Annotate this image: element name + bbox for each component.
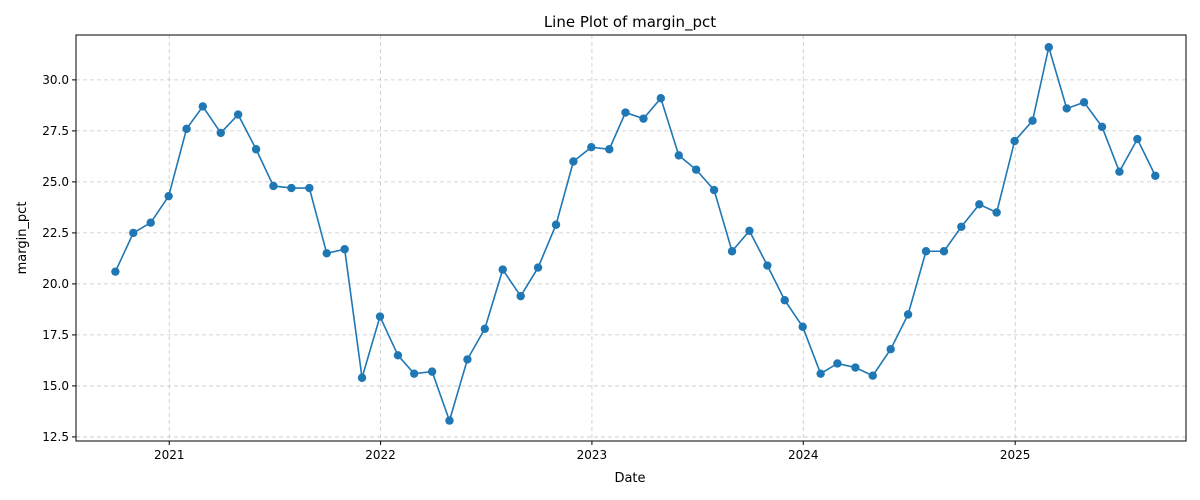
data-point — [709, 185, 719, 195]
y-tick-label: 30.0 — [42, 73, 69, 87]
data-point — [605, 145, 614, 154]
series-markers — [111, 43, 1160, 425]
y-tick-label: 15.0 — [42, 379, 69, 393]
data-point — [1079, 98, 1089, 107]
x-tick-label: 2024 — [788, 448, 819, 462]
data-point — [340, 245, 349, 254]
data-point — [621, 108, 630, 117]
x-tick-label: 2023 — [577, 448, 608, 462]
chart-title: Line Plot of margin_pct — [544, 13, 716, 32]
data-point — [498, 265, 507, 274]
data-point — [463, 355, 472, 364]
x-tick-label: 2022 — [365, 448, 396, 462]
y-axis-label: margin_pct — [15, 202, 30, 275]
data-point — [816, 369, 825, 378]
y-tick-label: 27.5 — [42, 124, 69, 138]
data-point — [745, 226, 754, 236]
data-point — [780, 296, 789, 305]
data-point — [357, 373, 367, 382]
data-point — [251, 145, 261, 154]
data-point — [164, 191, 173, 201]
data-point — [216, 128, 225, 138]
data-point — [727, 247, 737, 256]
data-point — [886, 344, 895, 354]
y-tick-label: 25.0 — [42, 175, 69, 189]
data-point — [409, 369, 419, 378]
data-point — [1151, 171, 1160, 180]
data-point — [1097, 122, 1107, 132]
data-point — [1115, 167, 1124, 176]
grid — [76, 35, 1186, 441]
data-point — [445, 416, 454, 425]
data-point — [921, 247, 931, 256]
data-point — [533, 263, 543, 272]
data-point — [480, 324, 489, 333]
data-point — [691, 165, 701, 174]
y-tick-label: 22.5 — [42, 226, 69, 240]
data-point — [674, 151, 683, 160]
data-point — [551, 220, 561, 229]
data-point — [1010, 136, 1019, 146]
data-point — [393, 351, 403, 360]
data-point — [1028, 116, 1037, 125]
data-point — [1044, 43, 1053, 52]
data-point — [375, 312, 385, 321]
data-point — [763, 261, 772, 270]
data-point — [516, 291, 525, 301]
data-point — [587, 143, 596, 152]
data-point — [975, 200, 984, 209]
data-point — [939, 247, 949, 256]
data-point — [305, 183, 314, 193]
data-point — [322, 249, 331, 258]
data-point — [639, 114, 648, 123]
data-point — [851, 363, 860, 372]
data-point — [427, 367, 437, 376]
data-point — [833, 359, 842, 368]
y-axis-ticks: 12.5 15.0 17.5 20.0 22.5 25.0 27.5 30.0 — [42, 73, 76, 444]
data-point — [957, 222, 966, 231]
data-point — [233, 110, 243, 119]
y-tick-label: 17.5 — [42, 328, 69, 342]
x-axis-ticks: 2021 2022 2023 2024 2025 — [154, 441, 1031, 462]
data-point — [182, 124, 191, 134]
data-point — [868, 371, 877, 380]
y-tick-label: 12.5 — [42, 430, 69, 444]
data-point — [198, 102, 208, 111]
x-axis-label: Date — [614, 471, 645, 486]
plot-frame — [75, 34, 1187, 442]
data-point — [903, 310, 913, 319]
data-point — [129, 228, 138, 238]
x-tick-label: 2021 — [154, 448, 185, 462]
x-tick-label: 2025 — [1000, 448, 1031, 462]
data-point — [287, 183, 296, 193]
data-point — [111, 267, 120, 276]
data-point — [656, 94, 666, 103]
series-line — [114, 47, 1157, 424]
data-point — [146, 218, 155, 227]
data-point — [798, 322, 807, 331]
data-point — [992, 208, 1001, 217]
y-tick-label: 20.0 — [42, 277, 69, 291]
data-point — [1133, 134, 1142, 144]
data-point — [1062, 104, 1071, 113]
data-point — [269, 181, 278, 191]
data-point — [569, 157, 578, 166]
